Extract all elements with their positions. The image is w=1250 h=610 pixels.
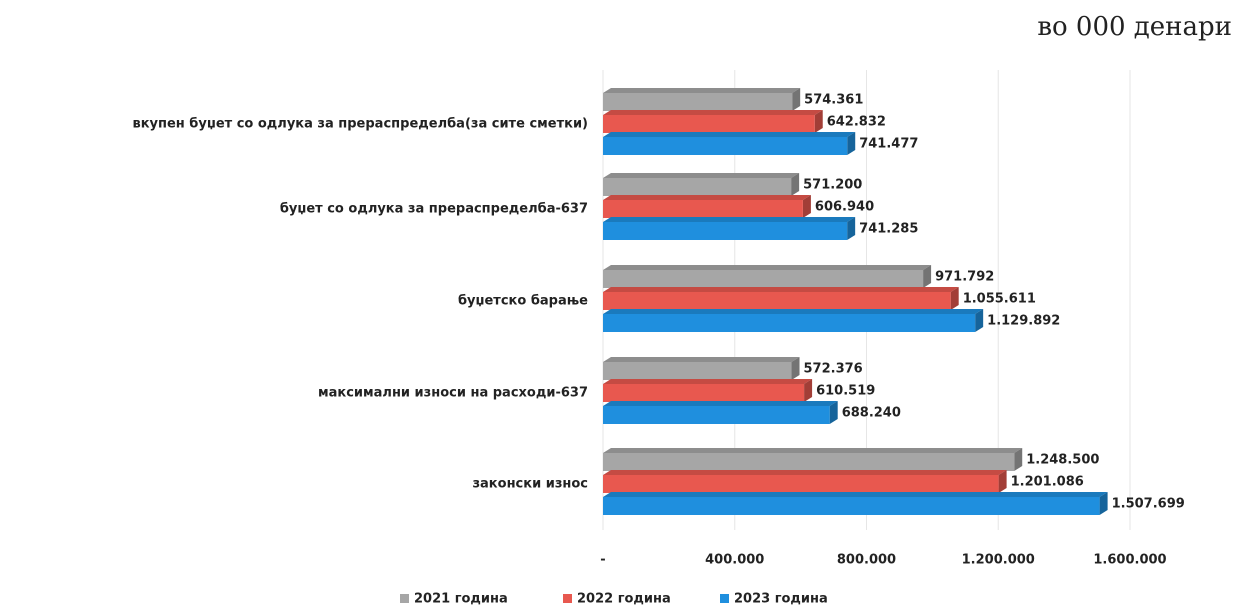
bar — [603, 453, 1015, 471]
x-tick-label: - — [600, 553, 605, 568]
bar-top — [603, 492, 1108, 497]
value-label: 606.940 — [815, 200, 874, 215]
bar-top — [603, 217, 856, 222]
bar-side — [791, 357, 800, 380]
bar-top — [603, 309, 984, 314]
bar — [603, 475, 999, 493]
value-label: 574.361 — [804, 93, 863, 108]
bar-side — [802, 195, 811, 218]
unit-label: во 000 денари — [1037, 12, 1232, 42]
value-label: 1.201.086 — [1011, 475, 1084, 490]
category-label: вкупен буџет со одлука за прераспределба… — [132, 117, 588, 132]
bar-top — [603, 110, 823, 115]
bar — [603, 178, 792, 196]
bar-side — [791, 173, 800, 196]
value-label: 688.240 — [842, 406, 901, 421]
value-label: 1.129.892 — [987, 314, 1060, 329]
legend-label: 2023 година — [734, 592, 828, 607]
bar — [603, 200, 803, 218]
bar — [603, 384, 805, 402]
legend-label: 2021 година — [414, 592, 508, 607]
bar-side — [923, 265, 932, 288]
bar-top — [603, 379, 813, 384]
bar-side — [814, 110, 823, 133]
bar-side — [1014, 448, 1023, 471]
value-label: 642.832 — [827, 115, 886, 130]
bar-top — [603, 470, 1007, 475]
bar-side — [1099, 492, 1108, 515]
value-label: 1.248.500 — [1026, 453, 1099, 468]
bar-top — [603, 195, 811, 200]
bar — [603, 270, 924, 288]
value-label: 971.792 — [935, 270, 994, 285]
bar-side — [847, 217, 856, 240]
legend-swatch — [720, 594, 729, 603]
bar-top — [603, 265, 932, 270]
value-label: 741.477 — [859, 137, 918, 152]
bar — [603, 314, 976, 332]
bar — [603, 93, 793, 111]
bar-side — [998, 470, 1007, 493]
x-tick-label: 400.000 — [705, 553, 764, 568]
bar-top — [603, 448, 1023, 453]
value-label: 572.376 — [804, 362, 863, 377]
bar-top — [603, 357, 800, 362]
bar-side — [950, 287, 959, 310]
value-label: 610.519 — [816, 384, 875, 399]
bar-top — [603, 173, 800, 178]
bar-top — [603, 287, 959, 292]
bar-side — [847, 132, 856, 155]
legend-label: 2022 година — [577, 592, 671, 607]
bar — [603, 137, 848, 155]
x-tick-label: 1.600.000 — [1093, 553, 1166, 568]
value-label: 1.507.699 — [1112, 497, 1185, 512]
bar-side — [975, 309, 984, 332]
bar — [603, 362, 792, 380]
category-label: буџетско барање — [458, 294, 588, 309]
legend-swatch — [563, 594, 572, 603]
x-tick-label: 1.200.000 — [962, 553, 1035, 568]
bar — [603, 292, 951, 310]
bar-side — [804, 379, 813, 402]
x-tick-label: 800.000 — [837, 553, 896, 568]
bar-side — [829, 401, 838, 424]
legend-swatch — [400, 594, 409, 603]
bar — [603, 406, 830, 424]
value-label: 741.285 — [859, 222, 918, 237]
bar — [603, 497, 1100, 515]
value-label: 1.055.611 — [963, 292, 1036, 307]
bar-top — [603, 132, 856, 137]
bar-side — [792, 88, 801, 111]
category-label: максимални износи на расходи-637 — [318, 386, 588, 401]
value-label: 571.200 — [803, 178, 862, 193]
bar-top — [603, 401, 838, 406]
bar — [603, 222, 848, 240]
bar — [603, 115, 815, 133]
category-label: буџет со одлука за прераспределба-637 — [280, 202, 588, 217]
bar-top — [603, 88, 801, 93]
category-label: законски износ — [472, 477, 588, 492]
